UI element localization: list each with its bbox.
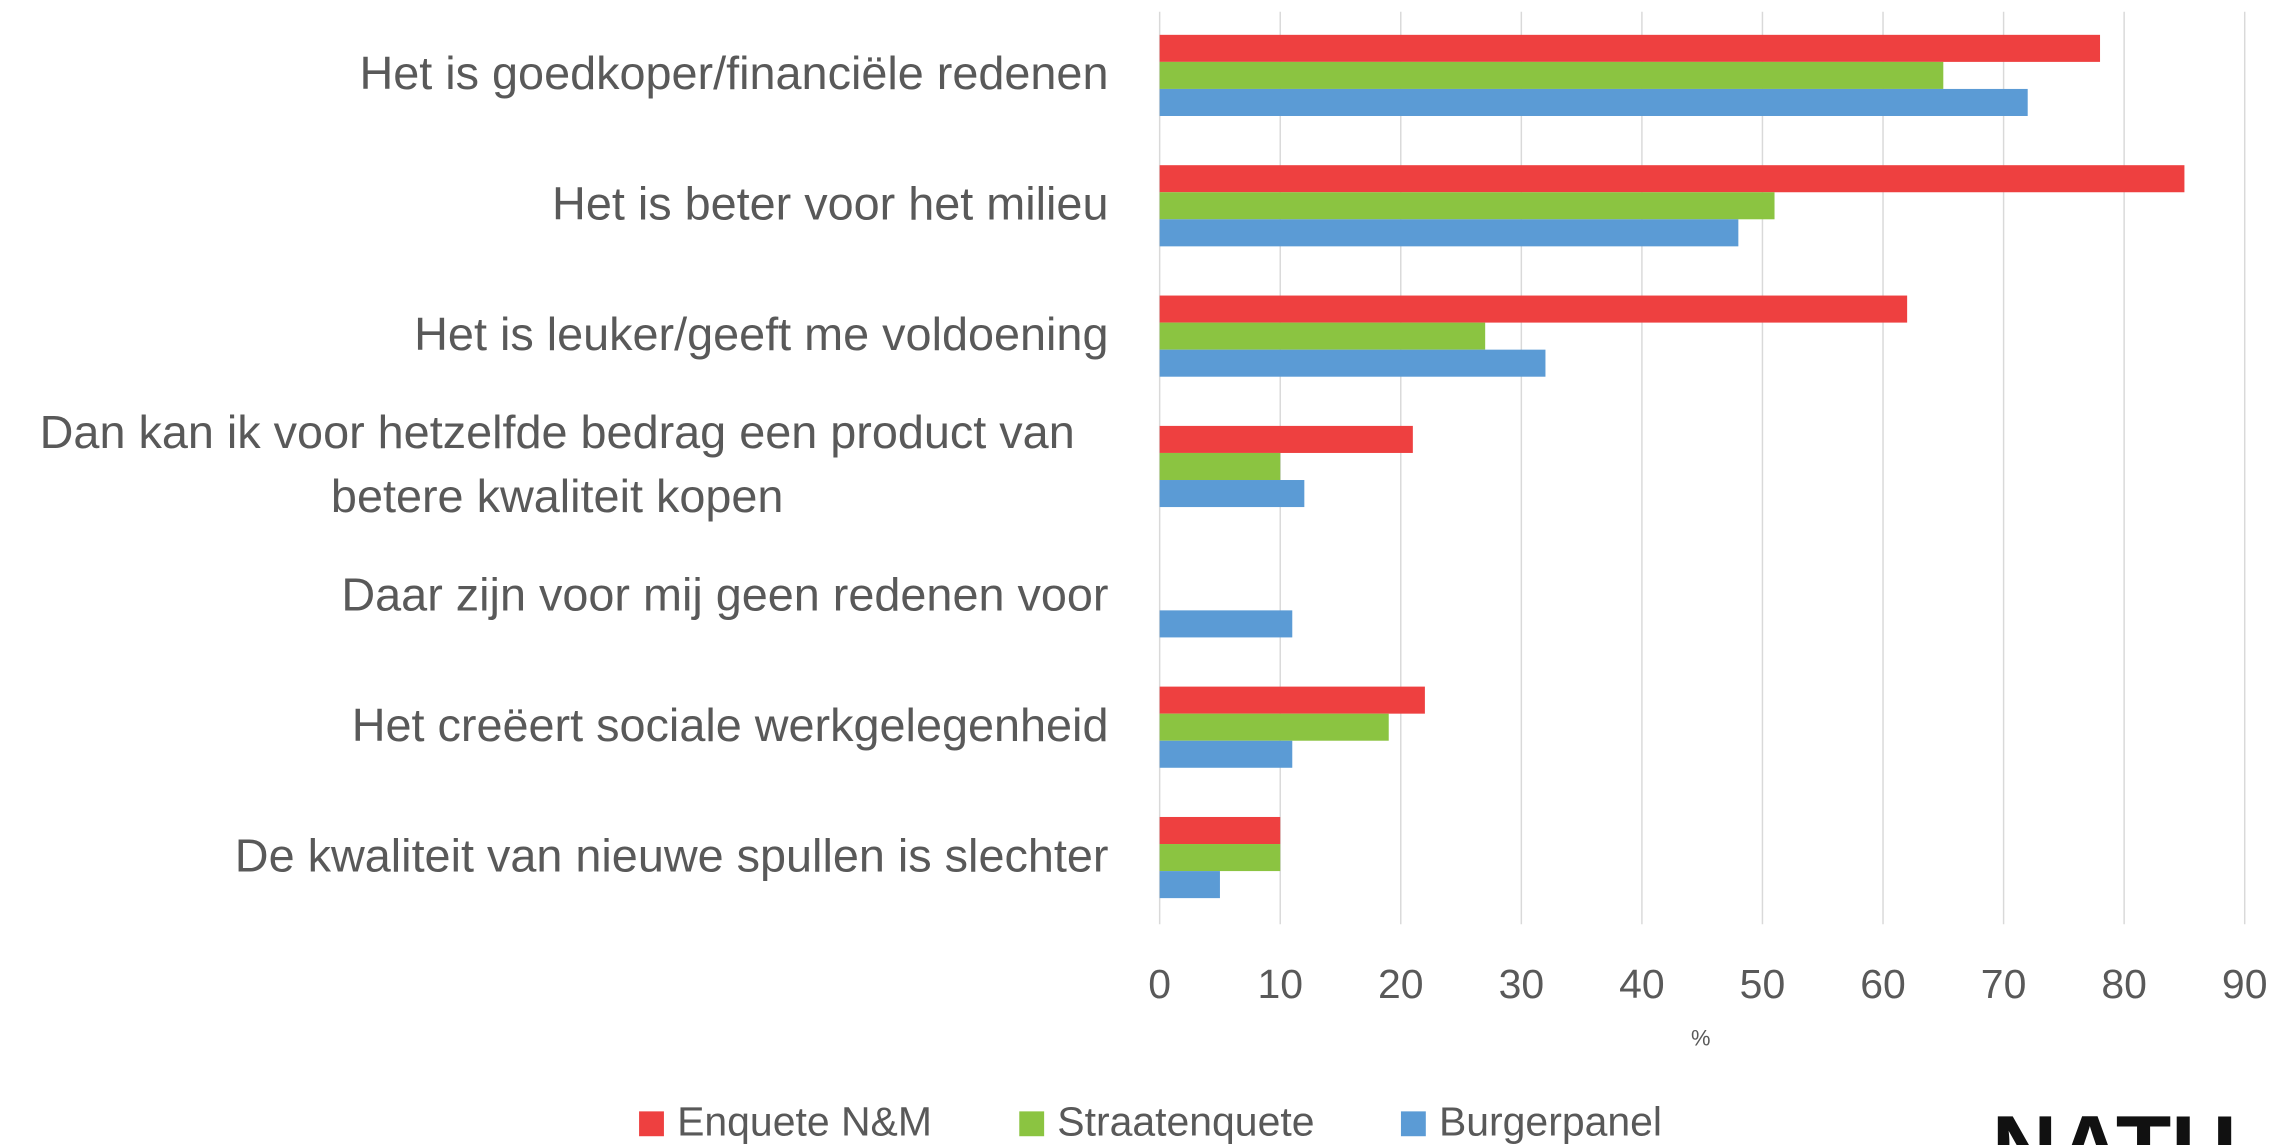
legend-swatch [1019, 1111, 1045, 1137]
x-tick-label: 0 [1148, 961, 1171, 1007]
bar [1159, 871, 1220, 899]
bar [1159, 61, 1944, 89]
bar [1159, 219, 1739, 247]
logo: NATU [1992, 1098, 2237, 1145]
bar [1159, 686, 1425, 714]
x-tick-label: 70 [1981, 961, 2027, 1007]
category-label: Het is goedkoper/financiële redenen [359, 47, 1108, 99]
bar [1159, 34, 2101, 62]
bar [1159, 295, 1908, 323]
bar [1159, 349, 1546, 377]
category-label: De kwaliteit van nieuwe spullen is slech… [235, 829, 1109, 881]
bar [1159, 322, 1486, 350]
legend-label: Enquete N&M [677, 1098, 932, 1144]
legend-label: Burgerpanel [1439, 1098, 1662, 1144]
x-tick-label: 40 [1619, 961, 1665, 1007]
x-axis-label: % [1691, 1026, 1711, 1051]
x-tick-label: 80 [2101, 961, 2147, 1007]
bar [1159, 740, 1293, 768]
category-label: Het creëert sociale werkgelegenheid [352, 699, 1109, 751]
category-label: Dan kan ik voor hetzelfde bedrag een pro… [40, 406, 1075, 522]
x-tick-label: 50 [1740, 961, 1786, 1007]
bar [1159, 165, 2185, 193]
bar [1159, 610, 1293, 638]
category-label: Het is beter voor het milieu [552, 178, 1108, 230]
legend-swatch [1400, 1111, 1426, 1137]
x-tick-label: 20 [1378, 961, 1424, 1007]
bar [1159, 713, 1389, 741]
x-tick-label: 60 [1860, 961, 1906, 1007]
bar [1159, 192, 1775, 220]
bar [1159, 88, 2028, 116]
bar [1159, 425, 1413, 453]
category-label: Het is leuker/geeft me voldoening [414, 308, 1108, 360]
bar [1159, 816, 1281, 845]
x-tick-label: 30 [1499, 961, 1545, 1007]
x-tick-label: 10 [1257, 961, 1303, 1007]
category-label: Daar zijn voor mij geen redenen voor [341, 569, 1108, 621]
x-tick-label: 90 [2222, 961, 2268, 1007]
bar [1159, 480, 1305, 508]
legend-label: Straatenquete [1057, 1098, 1314, 1144]
bar [1159, 844, 1281, 872]
legend-swatch [639, 1111, 664, 1137]
bar [1159, 452, 1281, 481]
